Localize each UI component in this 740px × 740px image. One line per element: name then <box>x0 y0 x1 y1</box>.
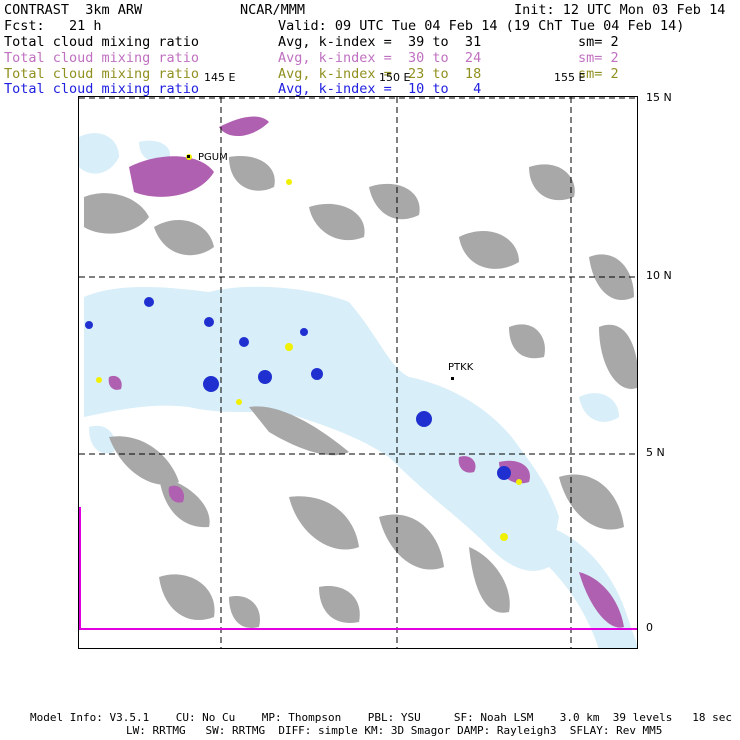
cloud-map <box>78 96 638 649</box>
station-label-ptkk: PTKK <box>448 362 474 373</box>
legend-sm-2: sm= 2 <box>578 50 619 66</box>
lat-label-5n: 5 N <box>646 446 665 459</box>
cloud-map-svg <box>79 97 637 648</box>
deep-cloud-layer <box>85 297 511 480</box>
legend-avg-1: Avg, k-index = 39 to 31 <box>278 34 482 50</box>
legend-avg-3: Avg, k-index = 23 to 18 <box>278 66 482 82</box>
station-marker-ptkk <box>451 377 454 380</box>
high-cloud-layer <box>79 133 637 648</box>
forecast-hour: Fcst: 21 h <box>4 18 102 34</box>
mid-cloud-layer <box>108 116 624 628</box>
grid-lines <box>79 97 637 648</box>
legend-field-2: Total cloud mixing ratio <box>4 50 200 66</box>
equator-line <box>79 507 637 630</box>
legend-field-1: Total cloud mixing ratio <box>4 34 200 50</box>
legend-field-4: Total cloud mixing ratio <box>4 81 200 97</box>
station-marker-pgum <box>187 155 190 158</box>
lon-label-145: 145 E <box>204 71 236 84</box>
legend-avg-4: Avg, k-index = 10 to 4 <box>278 81 482 97</box>
lat-label-10n: 10 N <box>646 269 672 282</box>
legend-avg-2: Avg, k-index = 30 to 24 <box>278 50 482 66</box>
valid-time: Valid: 09 UTC Tue 04 Feb 14 (19 ChT Tue … <box>278 18 685 34</box>
legend-sm-1: sm= 2 <box>578 34 619 50</box>
lat-label-0: 0 <box>646 621 653 634</box>
lon-label-155: 155 E <box>554 71 586 84</box>
legend-field-3: Total cloud mixing ratio <box>4 66 200 82</box>
lat-label-15n: 15 N <box>646 91 672 104</box>
model-title: CONTRAST 3km ARW <box>4 2 143 18</box>
footer-physics-info: LW: RRTMG SW: RRTMG DIFF: simple KM: 3D … <box>126 724 663 737</box>
station-label-pgum: PGUM <box>198 152 228 163</box>
center-title: NCAR/MMM <box>240 2 306 18</box>
lon-label-150: 150 E <box>379 71 411 84</box>
footer-model-info: Model Info: V3.5.1 CU: No Cu MP: Thompso… <box>30 711 732 724</box>
legend-sm-3: sm= 2 <box>578 66 619 82</box>
init-time: Init: 12 UTC Mon 03 Feb 14 <box>514 2 726 18</box>
